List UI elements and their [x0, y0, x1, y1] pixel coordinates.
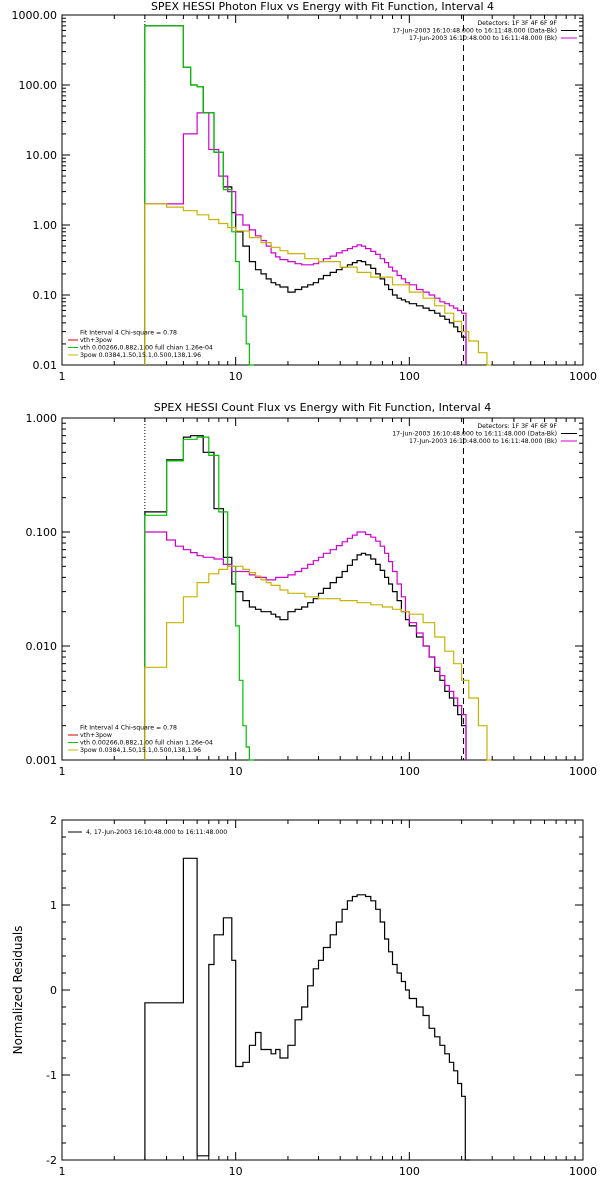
x-tick-label: 10 — [229, 765, 243, 778]
chart-title: SPEX HESSI Count Flux vs Energy with Fit… — [154, 401, 491, 414]
series-line-4 — [144, 203, 492, 366]
series-group — [144, 25, 492, 366]
y-axis: -2 -1 0 1 2 Normalized Residuals — [11, 814, 583, 1167]
x-tick-label: 1000 — [569, 370, 597, 383]
chart-3: 1 10 100 1000 -2 -1 0 1 2 Normalized Residuals 4, … — [11, 814, 597, 1178]
series-line-1 — [144, 857, 470, 1161]
legend-entry-text: 17-Jun-2003 16:10:48.000 to 16:11:48.000… — [409, 438, 557, 445]
plot-frame — [61, 417, 584, 761]
legend-entry-text: 3pow 0.0384,1.50,15.1,0.500,138,1.96 — [80, 352, 201, 359]
series-line-3 — [144, 436, 254, 761]
legend-entry-text: vth 0.00266,0.882,1.00 full chian 1.26e-… — [80, 740, 213, 747]
legend-entry-text: vth+3pow — [80, 337, 112, 344]
x-tick-label: 1 — [59, 765, 66, 778]
legend-entry-text: vth+3pow — [80, 732, 112, 739]
legend-bottom-left: Fit Interval 4 Chi-square = 0.78vth+3pow… — [68, 330, 213, 359]
x-axis: 1 10 100 1000 — [59, 15, 597, 383]
y-tick-label: 0 — [50, 984, 57, 997]
y-tick-label: 1 — [50, 899, 57, 912]
y-tick-label: 0.001 — [26, 754, 58, 767]
series-group — [144, 857, 470, 1161]
chart-2: SPEX HESSI Count Flux vs Energy with Fit… — [26, 401, 598, 778]
series-line-2 — [144, 531, 467, 760]
x-axis: 1 10 100 1000 — [59, 820, 597, 1178]
series-line-3 — [144, 25, 254, 366]
chart-1: SPEX HESSI Photon Flux vs Energy with Fi… — [12, 0, 598, 383]
legend-entry-text: 17-Jun-2003 16:10:48.000 to 16:11:48.000… — [392, 28, 557, 35]
legend-entry-text: vth 0.00266,0.882,1.00 full chian 1.26e-… — [80, 345, 213, 352]
y-tick-label: 2 — [50, 814, 57, 827]
series-group — [144, 435, 492, 761]
series-line-1 — [144, 25, 467, 365]
y-tick-label: 10.00 — [26, 149, 58, 162]
y-tick-label: 0.100 — [26, 526, 58, 539]
x-tick-label: 100 — [399, 370, 420, 383]
legend-entry-text: 17-Jun-2003 16:10:48.000 to 16:11:48.000… — [392, 431, 557, 438]
legend-entry-text: Detectors: 1F 3F 4F 6F 9F — [477, 423, 557, 430]
x-tick-label: 100 — [399, 1165, 420, 1178]
series-line-4 — [144, 565, 492, 761]
legend-entry-text: 17-Jun-2003 16:10:48.000 to 16:11:48.000… — [409, 35, 557, 42]
y-axis-label: Normalized Residuals — [11, 926, 25, 1055]
legend-entry-text: Fit Interval 4 Chi-square = 0.78 — [80, 725, 177, 732]
y-axis: 0.01 0.10 1.00 10.00 100.00 1000.00 — [12, 9, 583, 372]
x-tick-label: 1000 — [569, 765, 597, 778]
x-tick-label: 1 — [59, 1165, 66, 1178]
x-tick-label: 1 — [59, 370, 66, 383]
y-tick-label: 0.010 — [26, 640, 58, 653]
legend-entry-text: 3pow 0.0384,1.50,15.1,0.500,138,1.96 — [80, 747, 201, 754]
legend-top-left: 4, 17-Jun-2003 16:10:48.000 to 16:11:48.… — [68, 829, 227, 836]
legend-entry-text: Detectors: 1F 3F 4F 6F 9F — [477, 20, 557, 27]
y-tick-label: 1.00 — [33, 219, 58, 232]
x-tick-label: 100 — [399, 765, 420, 778]
chart-title: SPEX HESSI Photon Flux vs Energy with Fi… — [151, 0, 494, 13]
x-tick-label: 10 — [229, 370, 243, 383]
y-tick-label: -1 — [46, 1069, 57, 1082]
y-axis: 0.001 0.010 0.100 1.000 — [26, 412, 583, 767]
x-tick-label: 1000 — [569, 1165, 597, 1178]
x-axis: 1 10 100 1000 — [59, 418, 597, 778]
legend-entry-text: Fit Interval 4 Chi-square = 0.78 — [80, 330, 177, 337]
plot-frame — [61, 14, 584, 366]
y-tick-label: -2 — [46, 1154, 57, 1167]
y-tick-label: 0.10 — [33, 289, 58, 302]
legend-bottom-left: Fit Interval 4 Chi-square = 0.78vth+3pow… — [68, 725, 213, 754]
x-tick-label: 10 — [229, 1165, 243, 1178]
legend-entry-text: 4, 17-Jun-2003 16:10:48.000 to 16:11:48.… — [86, 829, 227, 836]
y-tick-label: 1000.00 — [12, 9, 58, 22]
y-tick-label: 100.00 — [19, 79, 58, 92]
y-tick-label: 0.01 — [33, 359, 58, 372]
charts-container: SPEX HESSI Photon Flux vs Energy with Fi… — [11, 0, 597, 1178]
y-tick-label: 1.000 — [26, 412, 58, 425]
